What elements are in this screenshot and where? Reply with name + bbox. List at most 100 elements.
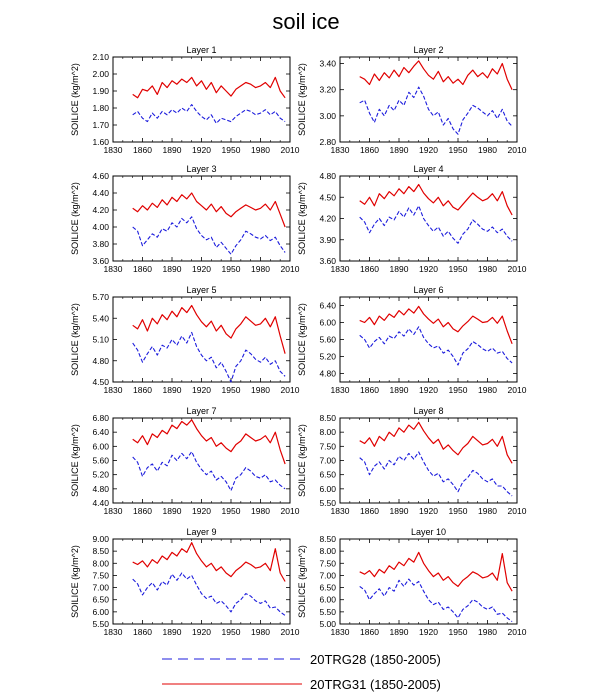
panel-2-xtick-label: 1950	[449, 145, 468, 155]
panel-1-ytick-label: 2.10	[92, 52, 109, 62]
panel-1-ytick-label: 1.60	[92, 137, 109, 147]
panel-5-ytick-label: 5.40	[92, 313, 109, 323]
figure-title: soil ice	[272, 9, 340, 34]
panel-8-xtick-label: 1890	[390, 506, 409, 516]
panel-1-xtick-label: 1920	[192, 145, 211, 155]
panel-5-xtick-label: 2010	[281, 385, 300, 395]
panel-8-xtick-label: 2010	[508, 506, 527, 516]
panel-8-ytick-label: 7.50	[319, 441, 336, 451]
panel-10-ytick-label: 6.00	[319, 595, 336, 605]
panel-7-xtick-label: 1830	[104, 506, 123, 516]
panel-7-xtick-label: 1950	[222, 506, 241, 516]
panel-10-ytick-label: 5.50	[319, 607, 336, 617]
panel-8-series-trg28-line	[359, 451, 513, 497]
panel-7-series-trg28-line	[132, 451, 286, 492]
panel-4-xtick-label: 2010	[508, 264, 527, 274]
panel-10-ytick-label: 6.50	[319, 583, 336, 593]
panel-6-xtick-label: 1830	[331, 385, 350, 395]
panel-6-xtick-label: 1980	[478, 385, 497, 395]
panel-5-series-trg31-line	[132, 304, 286, 354]
panel-9-ytick-label: 6.50	[92, 595, 109, 605]
panel-1-ytick-label: 2.00	[92, 69, 109, 79]
panel-5-xtick-label: 1920	[192, 385, 211, 395]
panel-1-series-trg31-line	[132, 76, 286, 99]
panel-2-series-trg28-line	[359, 86, 513, 135]
panel-9-ytick-label: 8.00	[92, 558, 109, 568]
panel-7-xtick-label: 1920	[192, 506, 211, 516]
panel-1-xtick-label: 1890	[163, 145, 182, 155]
panel-9-ytick-label: 8.50	[92, 546, 109, 556]
panel-8-xtick-label: 1860	[360, 506, 379, 516]
panel-5-frame	[112, 296, 291, 383]
panel-9-frame	[112, 538, 291, 625]
panel-2-xtick-label: 1860	[360, 145, 379, 155]
panel-3-xtick-label: 1830	[104, 264, 123, 274]
panel-10-series-trg31-line	[359, 551, 513, 592]
panel-9-ytick-label: 5.50	[92, 619, 109, 629]
panel-3-ytick-label: 4.00	[92, 222, 109, 232]
panel-10-series-trg28-line	[359, 578, 513, 623]
panel-8-ylabel: SOILICE (kg/m^2)	[297, 424, 307, 497]
panel-3-ytick-label: 3.60	[92, 256, 109, 266]
panel-8-series-trg31-line	[359, 421, 513, 464]
panel-3-ytick-label: 4.20	[92, 205, 109, 215]
panel-4-ytick-label: 3.90	[319, 235, 336, 245]
panel-10-xtick-label: 1830	[331, 627, 350, 637]
panel-10-ytick-label: 7.50	[319, 558, 336, 568]
panel-2-ytick-label: 3.40	[319, 59, 336, 69]
panel-5-xtick-label: 1950	[222, 385, 241, 395]
panel-5-ytick-label: 4.80	[92, 356, 109, 366]
panel-1-ytick-label: 1.70	[92, 120, 109, 130]
panel-10-ylabel: SOILICE (kg/m^2)	[297, 545, 307, 618]
panel-4-ylabel: SOILICE (kg/m^2)	[297, 182, 307, 255]
panel-6-xtick-label: 1920	[419, 385, 438, 395]
panel-4-xtick-label: 1890	[390, 264, 409, 274]
panel-8-ytick-label: 6.50	[319, 470, 336, 480]
panel-3-frame	[112, 175, 291, 262]
panel-4-xtick-label: 1860	[360, 264, 379, 274]
panel-3-ytick-label: 4.40	[92, 188, 109, 198]
panel-10-xtick-label: 1890	[390, 627, 409, 637]
panel-10-xtick-label: 1980	[478, 627, 497, 637]
panel-3-title: Layer 3	[186, 164, 216, 174]
panel-10-xtick-label: 2010	[508, 627, 527, 637]
panel-9-xtick-label: 1890	[163, 627, 182, 637]
panel-2-series-trg31-line	[359, 60, 513, 90]
panel-1-xtick-label: 1980	[251, 145, 270, 155]
panel-5-ylabel: SOILICE (kg/m^2)	[70, 303, 80, 376]
panel-6-xtick-label: 1950	[449, 385, 468, 395]
panel-2-ytick-label: 3.00	[319, 111, 336, 121]
panel-10-title: Layer 10	[411, 527, 446, 537]
panel-10-ytick-label: 7.00	[319, 570, 336, 580]
panel-6-frame	[339, 296, 518, 383]
panel-6-ylabel: SOILICE (kg/m^2)	[297, 303, 307, 376]
panel-3-series-trg28-line	[132, 216, 286, 255]
panel-8-xtick-label: 1950	[449, 506, 468, 516]
panel-1-ytick-label: 1.80	[92, 103, 109, 113]
panel-5-xtick-label: 1830	[104, 385, 123, 395]
panel-7-ytick-label: 6.80	[92, 413, 109, 423]
panel-2-title: Layer 2	[413, 45, 443, 55]
panel-4-frame	[339, 175, 518, 262]
panel-6-ytick-label: 5.20	[319, 352, 336, 362]
panel-1-xtick-label: 1950	[222, 145, 241, 155]
panel-2-frame	[339, 56, 518, 143]
panel-3-series-trg31-line	[132, 192, 286, 228]
panel-9-xtick-label: 1920	[192, 627, 211, 637]
panel-9-ylabel: SOILICE (kg/m^2)	[70, 545, 80, 618]
panel-7-ytick-label: 4.80	[92, 484, 109, 494]
panel-3-xtick-label: 1980	[251, 264, 270, 274]
panel-2-xtick-label: 1980	[478, 145, 497, 155]
panel-1-ylabel: SOILICE (kg/m^2)	[70, 63, 80, 136]
panel-1-xtick-label: 1830	[104, 145, 123, 155]
panel-8-xtick-label: 1830	[331, 506, 350, 516]
panel-1-series-trg28-line	[132, 104, 286, 124]
panel-3-ylabel: SOILICE (kg/m^2)	[70, 182, 80, 255]
panel-8-ytick-label: 7.00	[319, 456, 336, 466]
panel-8-title: Layer 8	[413, 406, 443, 416]
panel-2-xtick-label: 2010	[508, 145, 527, 155]
panel-7-xtick-label: 2010	[281, 506, 300, 516]
panel-1-ytick-label: 1.90	[92, 86, 109, 96]
legend-label-trg28: 20TRG28 (1850-2005)	[310, 652, 441, 667]
